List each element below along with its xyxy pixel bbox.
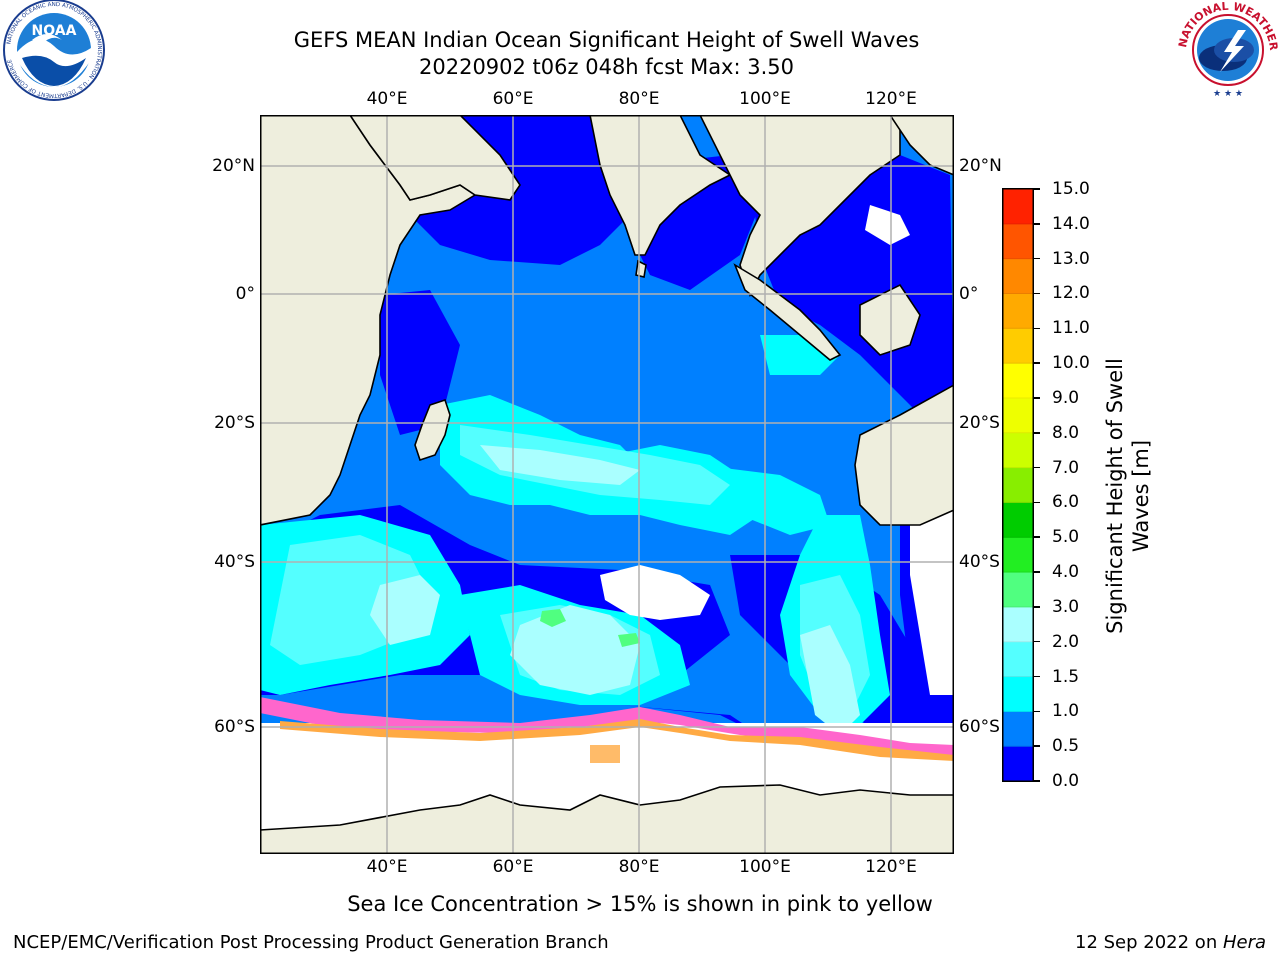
lat-tick-left-20n: 20°N	[212, 156, 255, 176]
colorbar-segment	[1003, 397, 1033, 434]
colorbar-tick-label: 9.0	[1052, 387, 1080, 408]
colorbar-tick-label: 2.0	[1052, 631, 1080, 652]
lon-tick-top-40: 40°E	[366, 89, 408, 109]
colorbar	[1002, 188, 1034, 782]
chart-subtitle: 20220902 t06z 048h fcst Max: 3.50	[419, 55, 794, 79]
footer-date: 12 Sep 2022 on Hera	[1075, 932, 1266, 953]
lon-tick-top-60: 60°E	[492, 89, 534, 109]
map-frame	[260, 115, 954, 854]
colorbar-segment	[1003, 502, 1033, 538]
colorbar-segment	[1003, 641, 1033, 678]
lat-tick-right-40s: 40°S	[959, 552, 1000, 572]
colorbar-tick-mark	[1034, 327, 1040, 330]
colorbar-tick-mark	[1034, 432, 1040, 434]
colorbar-segment	[1003, 676, 1033, 712]
colorbar-tick-mark	[1034, 188, 1040, 190]
colorbar-tick-mark	[1034, 501, 1040, 504]
lat-tick-right-20n: 20°N	[959, 156, 1002, 176]
colorbar-label: Significant Height of Swell Waves [m]	[1103, 358, 1153, 634]
swell-max-regions	[540, 609, 640, 647]
colorbar-tick-mark	[1034, 710, 1040, 713]
colorbar-tick-label: 10.0	[1052, 353, 1090, 374]
colorbar-tick-label: 13.0	[1052, 248, 1090, 269]
colorbar-tick-mark	[1034, 536, 1040, 538]
colorbar-tick-mark	[1034, 675, 1040, 678]
colorbar-segment	[1003, 467, 1033, 503]
colorbar-tick-label: 8.0	[1052, 422, 1080, 443]
colorbar-tick-mark	[1034, 397, 1040, 399]
colorbar-tick-mark	[1034, 780, 1040, 782]
map-panel	[260, 115, 954, 854]
sea-ice-note: Sea Ice Concentration > 15% is shown in …	[347, 892, 933, 916]
colorbar-segment	[1003, 223, 1033, 260]
colorbar-tick-label: 1.0	[1052, 701, 1080, 722]
svg-text:★ ★ ★: ★ ★ ★	[1213, 89, 1243, 99]
colorbar-tick-label: 5.0	[1052, 527, 1080, 548]
colorbar-tick-label: 3.0	[1052, 596, 1080, 617]
lat-tick-right-60s: 60°S	[959, 717, 1000, 737]
lon-tick-top-80: 80°E	[618, 89, 660, 109]
lon-tick-top-100: 100°E	[739, 89, 791, 109]
colorbar-tick-label: 0.5	[1052, 736, 1080, 757]
map-gridlines	[260, 115, 954, 854]
noaa-logo-icon: NOAA NATIONAL OCEANIC AND ATMOSPHERIC AD…	[2, 0, 106, 104]
colorbar-segment	[1003, 328, 1033, 364]
colorbar-tick-label: 0.0	[1052, 771, 1080, 791]
colorbar-segment	[1003, 363, 1033, 399]
colorbar-tick-mark	[1034, 640, 1040, 643]
footer-credit: NCEP/EMC/Verification Post Processing Pr…	[13, 932, 609, 953]
lon-tick-bottom-80: 80°E	[618, 857, 660, 877]
colorbar-segment	[1003, 293, 1033, 329]
lat-tick-right-0: 0°	[959, 284, 979, 304]
colorbar-tick-mark	[1034, 292, 1040, 295]
lon-tick-bottom-60: 60°E	[492, 857, 534, 877]
colorbar-tick-label: 15.0	[1052, 179, 1090, 199]
colorbar-segment	[1003, 537, 1033, 573]
colorbar-tick-mark	[1034, 466, 1040, 469]
colorbar-tick-mark	[1034, 257, 1040, 260]
colorbar-segment	[1003, 432, 1033, 469]
colorbar-segment	[1003, 572, 1033, 608]
colorbar-tick-label: 1.5	[1052, 666, 1080, 687]
colorbar-tick-label: 6.0	[1052, 492, 1080, 513]
chart-title: GEFS MEAN Indian Ocean Significant Heigh…	[293, 28, 920, 52]
lon-tick-bottom-120: 120°E	[865, 857, 917, 877]
colorbar-tick-label: 14.0	[1052, 213, 1090, 234]
colorbar-tick-label: 11.0	[1052, 318, 1090, 339]
colorbar-segment	[1003, 711, 1033, 747]
lat-tick-left-60s: 60°S	[214, 717, 255, 737]
colorbar-tick-mark	[1034, 223, 1040, 225]
noaa-logo-text: NOAA	[32, 23, 77, 39]
lat-tick-right-20s: 20°S	[959, 413, 1000, 433]
colorbar-tick-mark	[1034, 571, 1040, 573]
colorbar-tick-mark	[1034, 362, 1040, 364]
lat-tick-left-0: 0°	[235, 284, 255, 304]
colorbar-tick-mark	[1034, 745, 1040, 747]
colorbar-tick-label: 4.0	[1052, 562, 1080, 583]
nws-logo-icon: NATIONAL WEATHER SERVICE ★ ★ ★	[1176, 0, 1280, 104]
colorbar-tick-label: 7.0	[1052, 457, 1080, 478]
lat-tick-left-20s: 20°S	[214, 413, 255, 433]
colorbar-tick-mark	[1034, 606, 1040, 608]
colorbar-segment	[1003, 189, 1033, 225]
lat-tick-left-40s: 40°S	[214, 552, 255, 572]
colorbar-segment	[1003, 606, 1033, 643]
colorbar-segment	[1003, 258, 1033, 294]
colorbar-segment	[1003, 746, 1033, 782]
lon-tick-bottom-40: 40°E	[366, 857, 408, 877]
lon-tick-top-120: 120°E	[865, 89, 917, 109]
lon-tick-bottom-100: 100°E	[739, 857, 791, 877]
sea-ice-white-regions	[600, 205, 954, 695]
colorbar-tick-label: 12.0	[1052, 283, 1090, 304]
